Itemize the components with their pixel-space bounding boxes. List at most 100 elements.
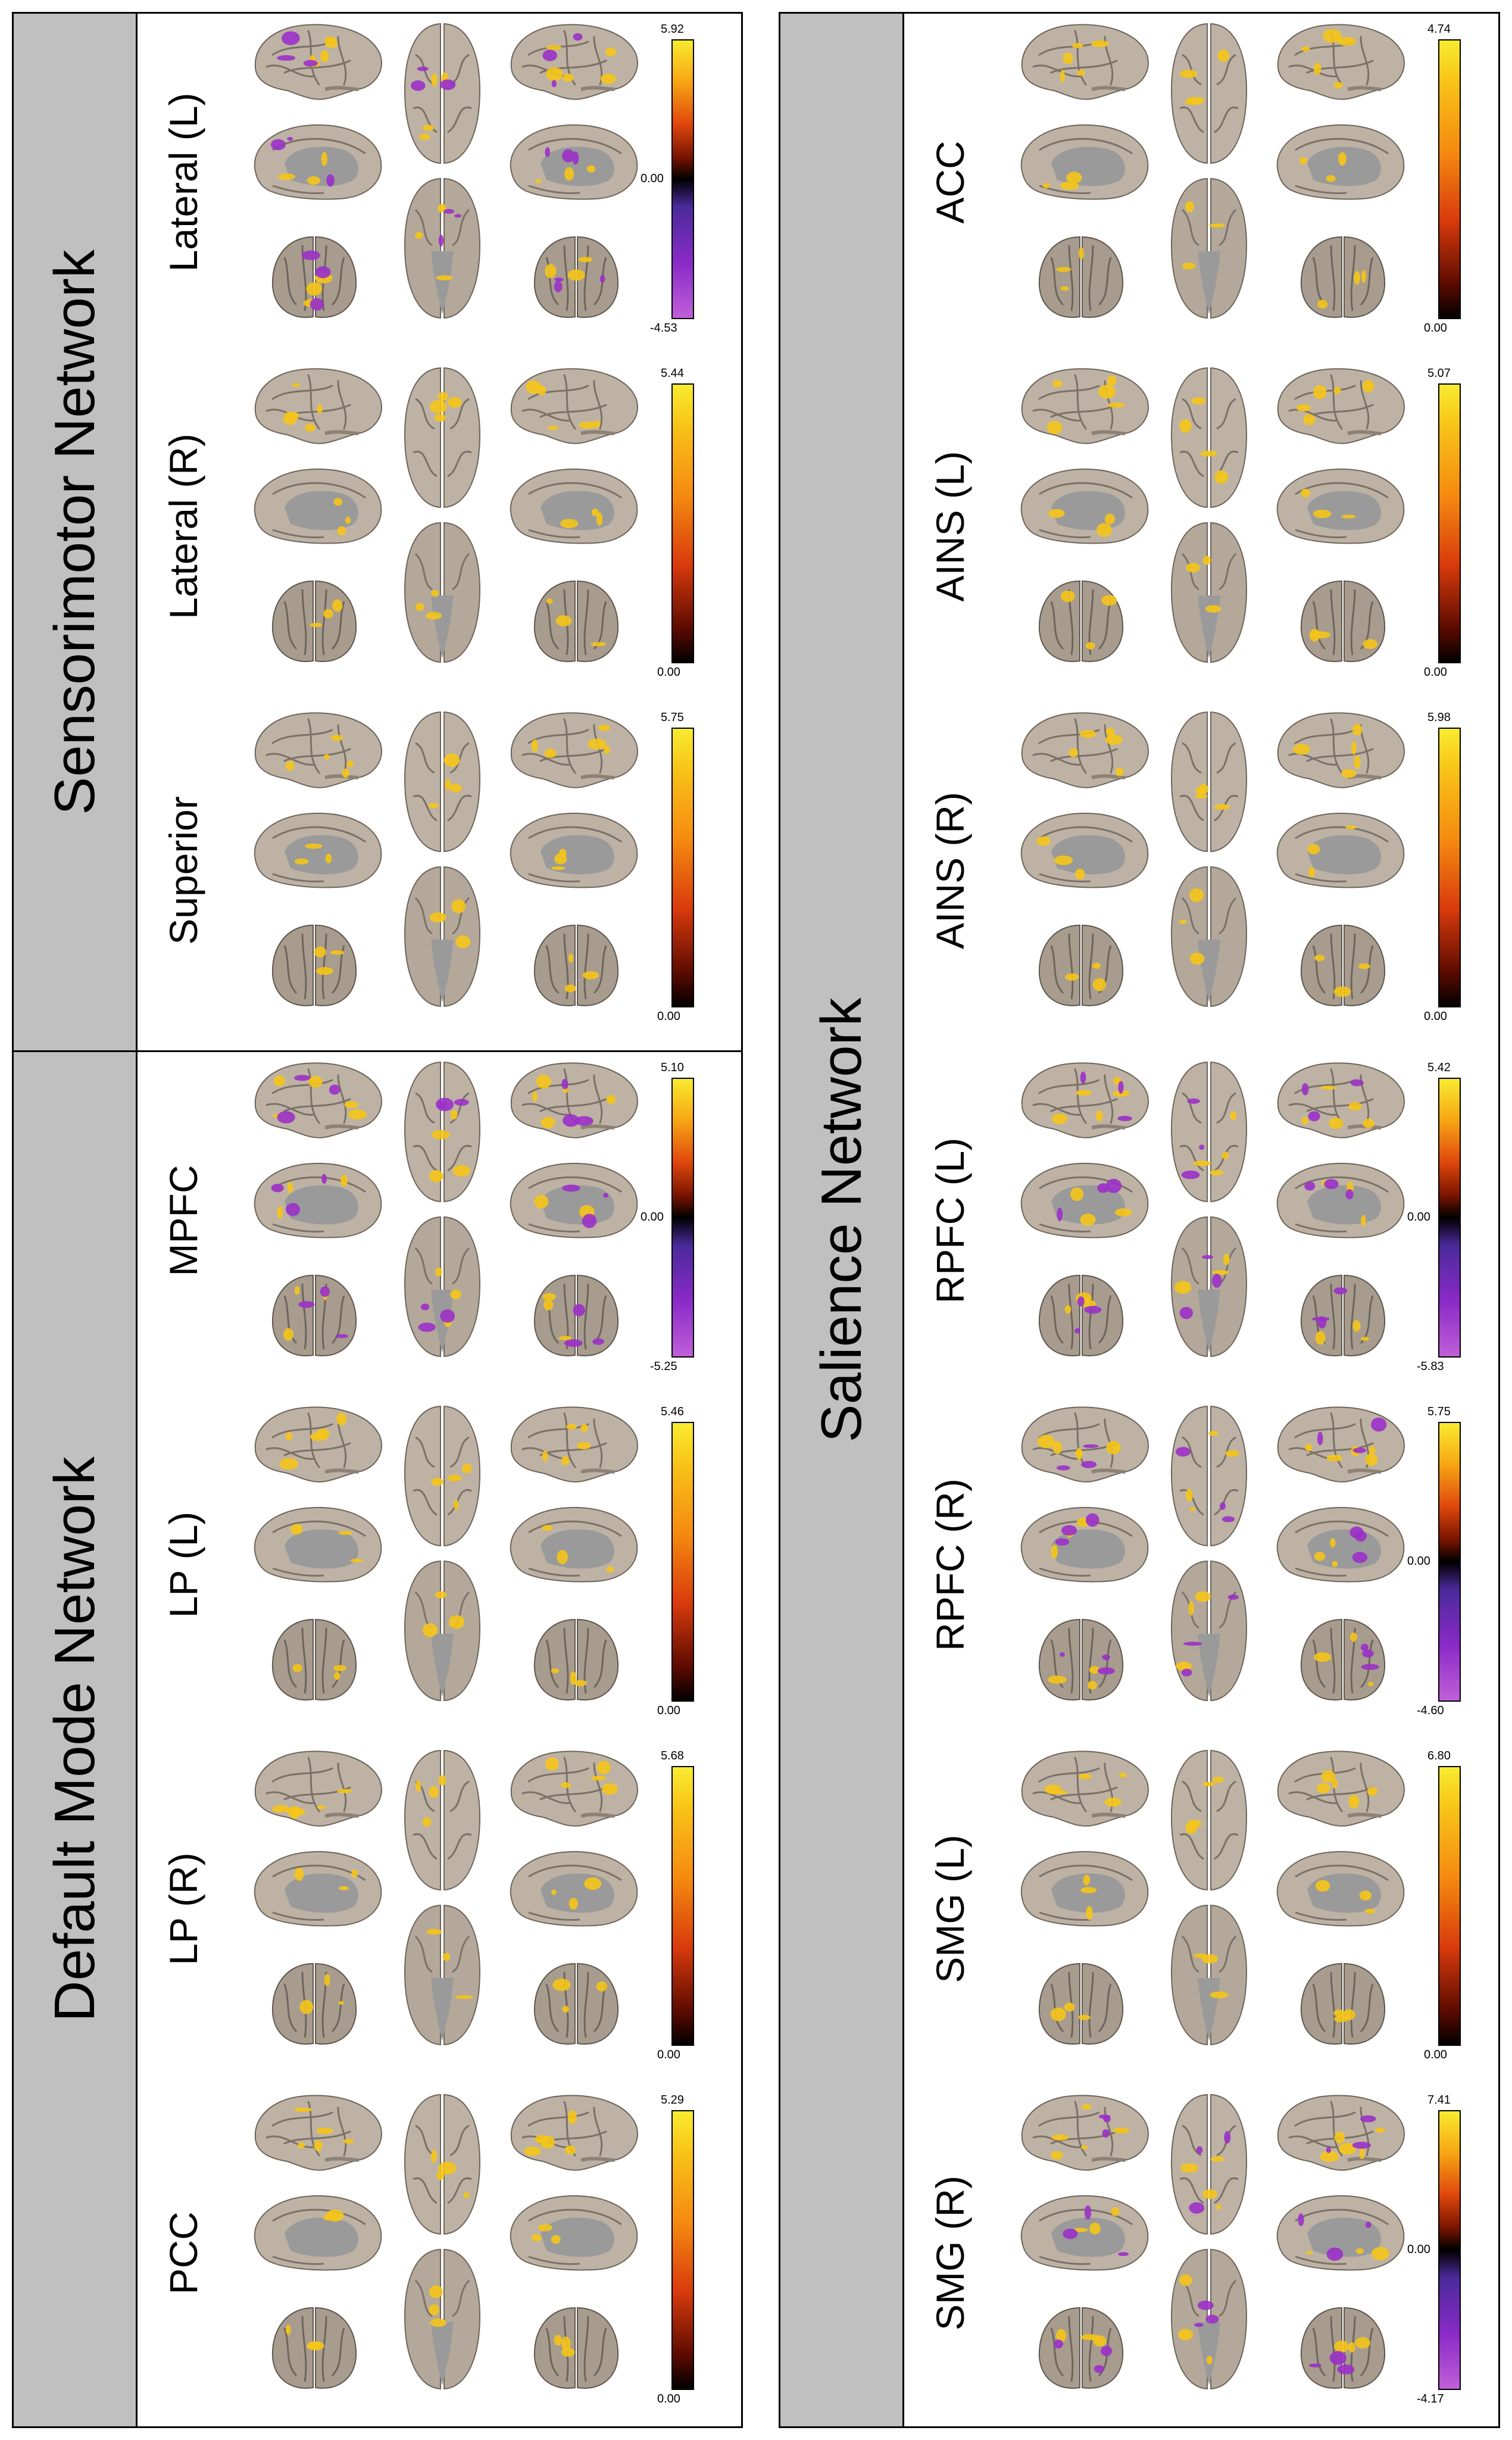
- activation-cluster: [317, 404, 323, 414]
- activation-cluster: [1104, 1798, 1121, 1807]
- activation-cluster: [568, 953, 573, 963]
- activation-cluster: [566, 1424, 577, 1430]
- activation-cluster: [1308, 867, 1315, 878]
- activation-cluster: [337, 1789, 352, 1793]
- activation-cluster: [564, 167, 574, 181]
- activation-cluster: [546, 45, 562, 51]
- activation-cluster: [543, 1299, 554, 1311]
- activation-cluster: [293, 1075, 311, 1081]
- activation-cluster: [1326, 2146, 1331, 2154]
- activation-cluster: [338, 1886, 349, 1890]
- row-label-text: PCC: [161, 2211, 205, 2295]
- brain-views: [249, 19, 666, 341]
- brain-views: [249, 1402, 666, 1723]
- activation-cluster: [1094, 2365, 1105, 2373]
- colorbar: [671, 728, 694, 1007]
- colorbar: [671, 383, 694, 663]
- activation-cluster: [1105, 727, 1115, 737]
- colorbar-min-label: 0.00: [657, 666, 680, 679]
- activation-cluster: [1308, 1111, 1320, 1122]
- medial-left-view: [1021, 1852, 1148, 1926]
- activation-cluster: [1063, 2228, 1078, 2239]
- medial-left-view: [255, 1508, 382, 1582]
- activation-cluster: [1348, 1102, 1362, 1111]
- activation-cluster: [562, 149, 575, 163]
- lateral-left-view: [1022, 1751, 1148, 1826]
- medial-left-view: [1021, 813, 1148, 888]
- activation-cluster: [1360, 1643, 1369, 1652]
- activation-cluster: [1185, 201, 1195, 213]
- activation-cluster: [1341, 514, 1356, 519]
- activation-cluster: [562, 1184, 580, 1192]
- row-label-text: Lateral (L): [161, 92, 205, 272]
- activation-cluster: [542, 1293, 556, 1301]
- activation-cluster: [1350, 1079, 1364, 1087]
- row-label-text: RPFC (L): [928, 1137, 972, 1304]
- activation-cluster: [1189, 2202, 1205, 2214]
- activation-cluster: [1352, 1320, 1361, 1332]
- lateral-right-view: [511, 713, 638, 787]
- activation-cluster: [1050, 2007, 1066, 2021]
- activation-cluster: [429, 1786, 439, 1798]
- activation-cluster: [603, 1193, 609, 1198]
- activation-cluster: [592, 1338, 604, 1345]
- activation-cluster: [1048, 1675, 1067, 1684]
- activation-cluster: [555, 615, 572, 627]
- activation-cluster: [1079, 730, 1096, 738]
- activation-cluster: [1333, 2010, 1345, 2017]
- posterior-right-view: [1301, 237, 1385, 317]
- activation-cluster: [1371, 1417, 1387, 1432]
- activation-cluster: [546, 598, 553, 604]
- activation-cluster: [1054, 2339, 1063, 2349]
- colorbar-max-label: 5.44: [661, 367, 684, 380]
- colorbar-min-label: 0.00: [657, 1010, 680, 1023]
- activation-cluster: [451, 899, 466, 913]
- activation-cluster: [1314, 1552, 1326, 1561]
- activation-cluster: [551, 1889, 557, 1895]
- activation-cluster: [1313, 63, 1322, 75]
- activation-cluster: [1317, 1316, 1327, 1329]
- activation-cluster: [1372, 2246, 1389, 2261]
- activation-cluster: [1060, 1652, 1065, 1657]
- activation-cluster: [1113, 2127, 1130, 2133]
- activation-cluster: [1183, 1642, 1202, 1646]
- colorbar-max-label: 5.75: [1427, 1405, 1451, 1418]
- activation-cluster: [345, 516, 351, 524]
- activation-cluster: [294, 1867, 304, 1881]
- inferior-view: [1172, 2249, 1247, 2389]
- medial-left-view: [1021, 1508, 1148, 1582]
- activation-cluster: [545, 1757, 559, 1771]
- activation-cluster: [338, 2001, 345, 2005]
- activation-cluster: [447, 1474, 462, 1482]
- activation-cluster: [567, 269, 585, 281]
- activation-cluster: [545, 264, 557, 279]
- inferior-view: [405, 2249, 480, 2389]
- activation-cluster: [1086, 1906, 1093, 1920]
- colorbar-max-label: 5.29: [661, 2093, 684, 2107]
- activation-cluster: [1097, 1667, 1115, 1675]
- activation-cluster: [1355, 2248, 1364, 2254]
- posterior-right-view: [1301, 2308, 1385, 2388]
- activation-cluster: [1106, 1441, 1121, 1455]
- activation-cluster: [557, 1550, 568, 1565]
- activation-cluster: [524, 2146, 541, 2157]
- activation-cluster: [1076, 1090, 1092, 1096]
- activation-cluster: [1117, 1116, 1133, 1121]
- activation-cluster: [1089, 1666, 1100, 1674]
- inferior-view: [405, 179, 480, 318]
- right-panel: Salience Network: [779, 12, 1500, 2428]
- superior-view: [405, 1062, 480, 1202]
- activation-cluster: [326, 174, 335, 187]
- medial-left-view: [255, 125, 382, 199]
- colorbar-min-label: 0.00: [1424, 2048, 1447, 2061]
- activation-cluster: [1352, 1552, 1368, 1564]
- activation-cluster: [1202, 556, 1211, 565]
- activation-cluster: [443, 208, 455, 214]
- lateral-right-view: [1278, 24, 1404, 99]
- activation-cluster: [1301, 1083, 1309, 1096]
- row-label: AINS (L): [902, 360, 998, 693]
- activation-cluster: [536, 1074, 551, 1089]
- activation-cluster: [436, 1097, 454, 1112]
- inferior-view: [405, 1905, 480, 2045]
- superior-view: [1172, 1751, 1247, 1890]
